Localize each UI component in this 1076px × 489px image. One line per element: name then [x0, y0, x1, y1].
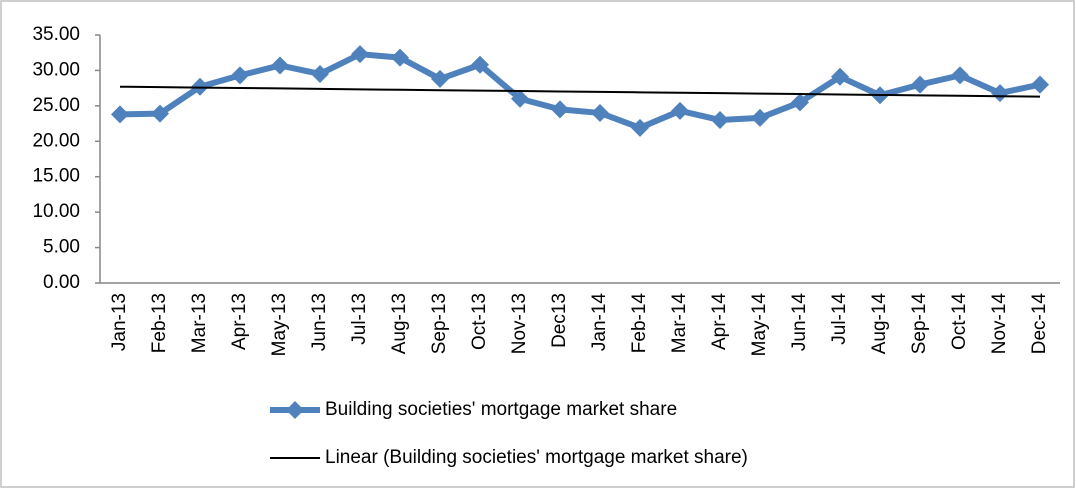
- x-tick-label: Jan-14: [589, 293, 610, 352]
- data-point: [511, 89, 529, 108]
- data-point: [991, 84, 1009, 103]
- x-tick-label: Nov-14: [989, 293, 1010, 355]
- x-tick-label: Dec-14: [1029, 293, 1050, 355]
- data-point: [751, 108, 769, 127]
- x-tick-label: Aug-14: [869, 293, 890, 355]
- x-tick-label: May-13: [269, 293, 290, 356]
- x-tick-label: Sep-13: [429, 293, 450, 354]
- x-tick-label: Jun-13: [309, 293, 330, 351]
- data-point: [471, 55, 489, 74]
- legend-label: Linear (Building societies' mortgage mar…: [325, 447, 748, 468]
- x-tick-label: Oct-13: [469, 293, 490, 350]
- data-point: [911, 75, 929, 94]
- data-point: [151, 104, 169, 123]
- data-point: [551, 100, 569, 119]
- y-tick-label: 30.00: [32, 59, 80, 80]
- data-point: [671, 101, 689, 120]
- x-tick-label: Feb-14: [629, 293, 650, 354]
- x-tick-label: May-14: [749, 293, 770, 357]
- data-point: [831, 67, 849, 86]
- y-tick-label: 25.00: [32, 95, 80, 116]
- data-point: [591, 103, 609, 122]
- data-point: [431, 69, 449, 88]
- y-tick-label: 15.00: [32, 166, 80, 187]
- data-point: [631, 118, 649, 137]
- data-point: [311, 64, 329, 83]
- x-tick-label: Apr-13: [229, 293, 250, 350]
- x-tick-label: Jan-13: [109, 293, 130, 351]
- x-tick-label: Jun-14: [789, 293, 810, 352]
- data-point: [111, 105, 129, 124]
- x-tick-label: Aug-13: [389, 293, 410, 354]
- data-point: [711, 111, 729, 130]
- data-point: [791, 93, 809, 112]
- x-tick-label: Jul-13: [349, 293, 370, 345]
- x-tick-label: Dec13: [549, 293, 570, 348]
- x-tick-label: Sep-14: [909, 293, 930, 355]
- y-tick-label: 5.00: [43, 237, 80, 258]
- y-tick-label: 20.00: [32, 130, 80, 151]
- y-tick-label: 10.00: [32, 201, 80, 222]
- data-point: [231, 66, 249, 85]
- data-point: [391, 48, 409, 67]
- y-tick-label: 35.00: [32, 24, 80, 45]
- data-point: [951, 66, 969, 85]
- x-tick-label: Apr-14: [709, 293, 730, 350]
- x-tick-label: Nov-13: [509, 293, 530, 354]
- x-tick-label: Jul-14: [829, 293, 850, 345]
- x-tick-label: Mar-13: [189, 293, 210, 353]
- legend-marker: [286, 401, 304, 419]
- y-tick-label: 0.00: [43, 272, 80, 293]
- trend-line: [119, 85, 1041, 98]
- data-point: [1031, 75, 1049, 94]
- data-point: [351, 45, 369, 64]
- legend-label: Building societies' mortgage market shar…: [325, 399, 677, 420]
- x-tick-label: Feb-13: [149, 293, 170, 353]
- x-tick-label: Mar-14: [669, 293, 690, 354]
- x-tick-label: Oct-14: [949, 293, 970, 350]
- data-point: [271, 56, 289, 75]
